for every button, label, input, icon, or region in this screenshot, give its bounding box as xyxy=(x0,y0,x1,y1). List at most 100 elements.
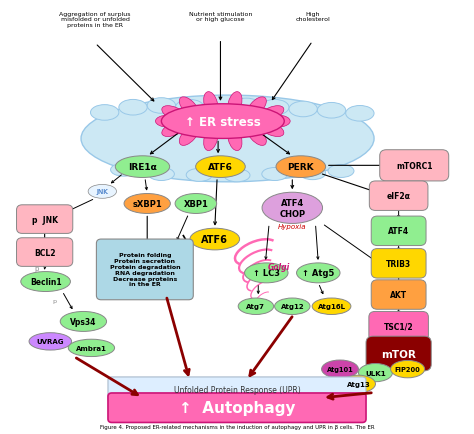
Ellipse shape xyxy=(346,106,374,122)
Ellipse shape xyxy=(391,361,425,378)
Ellipse shape xyxy=(162,106,186,122)
Text: ATF4: ATF4 xyxy=(388,227,409,236)
FancyBboxPatch shape xyxy=(369,312,428,341)
FancyBboxPatch shape xyxy=(17,205,73,234)
Ellipse shape xyxy=(68,339,115,357)
Ellipse shape xyxy=(155,116,182,128)
Ellipse shape xyxy=(312,298,351,315)
Ellipse shape xyxy=(204,92,218,116)
FancyBboxPatch shape xyxy=(371,217,426,246)
Ellipse shape xyxy=(175,194,217,214)
Ellipse shape xyxy=(148,168,174,181)
Ellipse shape xyxy=(261,100,289,116)
Ellipse shape xyxy=(196,156,245,178)
FancyBboxPatch shape xyxy=(371,280,426,309)
Text: ULK1: ULK1 xyxy=(365,370,386,376)
Ellipse shape xyxy=(276,156,326,178)
Ellipse shape xyxy=(124,194,170,214)
Ellipse shape xyxy=(262,193,322,224)
FancyBboxPatch shape xyxy=(369,181,428,211)
Ellipse shape xyxy=(228,128,242,151)
Text: FIP200: FIP200 xyxy=(395,366,420,372)
Text: Atg16L: Atg16L xyxy=(318,303,346,309)
Ellipse shape xyxy=(245,263,288,283)
Ellipse shape xyxy=(297,263,340,283)
Ellipse shape xyxy=(238,298,273,315)
Ellipse shape xyxy=(264,116,290,128)
Ellipse shape xyxy=(21,272,71,292)
Ellipse shape xyxy=(260,122,284,137)
Text: eIF2α: eIF2α xyxy=(387,192,410,201)
Text: High
cholesterol: High cholesterol xyxy=(295,12,330,22)
Text: Atg101: Atg101 xyxy=(327,366,354,372)
Ellipse shape xyxy=(274,298,310,315)
Ellipse shape xyxy=(60,312,107,332)
Text: Protein folding
Protein secretion
Protein degradation
RNA degradation
Decrease p: Protein folding Protein secretion Protei… xyxy=(109,253,180,287)
Text: JNK: JNK xyxy=(96,189,108,195)
Text: TRIB3: TRIB3 xyxy=(386,259,411,268)
FancyBboxPatch shape xyxy=(371,249,426,279)
Text: ↑  Autophagy: ↑ Autophagy xyxy=(179,400,295,415)
Ellipse shape xyxy=(318,103,346,119)
Ellipse shape xyxy=(228,92,242,116)
Text: PERK: PERK xyxy=(288,163,314,172)
Text: sXBP1: sXBP1 xyxy=(132,200,162,208)
Text: TSC1/2: TSC1/2 xyxy=(384,322,413,331)
Text: Hypoxia: Hypoxia xyxy=(278,224,307,230)
Text: Beclin1: Beclin1 xyxy=(30,277,62,286)
Ellipse shape xyxy=(321,360,358,378)
Ellipse shape xyxy=(81,96,374,182)
Ellipse shape xyxy=(300,167,326,180)
Ellipse shape xyxy=(232,99,261,115)
Ellipse shape xyxy=(119,100,147,116)
Text: Ambra1: Ambra1 xyxy=(76,345,107,351)
Text: mTORC1: mTORC1 xyxy=(396,161,432,171)
Ellipse shape xyxy=(247,98,266,118)
Ellipse shape xyxy=(224,169,250,182)
FancyBboxPatch shape xyxy=(17,238,73,267)
Ellipse shape xyxy=(29,333,72,350)
Text: UVRAG: UVRAG xyxy=(36,339,64,345)
Ellipse shape xyxy=(247,126,266,146)
Text: ATF6: ATF6 xyxy=(201,234,228,244)
FancyBboxPatch shape xyxy=(380,150,449,181)
FancyBboxPatch shape xyxy=(96,240,193,300)
Ellipse shape xyxy=(328,165,354,178)
Text: JNK: JNK xyxy=(96,189,108,195)
Ellipse shape xyxy=(179,98,199,118)
Text: Nutrient stimulation
or high glucose: Nutrient stimulation or high glucose xyxy=(189,12,252,22)
Ellipse shape xyxy=(110,164,137,177)
Ellipse shape xyxy=(162,122,186,137)
Text: ↑ Atg5: ↑ Atg5 xyxy=(302,269,335,278)
Text: ATF4
CHOP: ATF4 CHOP xyxy=(279,199,305,218)
Ellipse shape xyxy=(161,105,284,139)
Text: Unfolded Protein Response (UPR): Unfolded Protein Response (UPR) xyxy=(173,385,301,394)
Ellipse shape xyxy=(262,168,288,181)
Text: ATF6: ATF6 xyxy=(208,163,233,172)
Ellipse shape xyxy=(358,364,392,382)
Text: Atg12: Atg12 xyxy=(281,303,304,309)
Text: mTOR: mTOR xyxy=(381,349,416,358)
Text: Atg13: Atg13 xyxy=(346,381,370,387)
Ellipse shape xyxy=(88,185,117,199)
Text: ↑ ER stress: ↑ ER stress xyxy=(185,115,261,128)
Text: Atg7: Atg7 xyxy=(246,303,265,309)
Text: ↑ LC3: ↑ LC3 xyxy=(253,269,280,278)
Ellipse shape xyxy=(204,128,218,151)
Ellipse shape xyxy=(190,229,239,250)
Text: p  JNK: p JNK xyxy=(32,215,58,224)
Ellipse shape xyxy=(289,102,318,118)
Text: AKT: AKT xyxy=(390,290,407,299)
Text: IRE1α: IRE1α xyxy=(128,163,157,172)
FancyBboxPatch shape xyxy=(108,393,366,422)
Ellipse shape xyxy=(341,375,375,393)
Ellipse shape xyxy=(147,99,175,114)
Text: p: p xyxy=(52,298,56,303)
Ellipse shape xyxy=(91,105,119,121)
Ellipse shape xyxy=(115,156,170,178)
Ellipse shape xyxy=(186,169,212,182)
Ellipse shape xyxy=(175,100,204,116)
Text: BCL2: BCL2 xyxy=(34,248,55,257)
Text: Figure 4. Proposed ER-related mechanisms in the induction of autophagy and UPR i: Figure 4. Proposed ER-related mechanisms… xyxy=(100,424,374,429)
Text: Golgi: Golgi xyxy=(268,262,290,271)
